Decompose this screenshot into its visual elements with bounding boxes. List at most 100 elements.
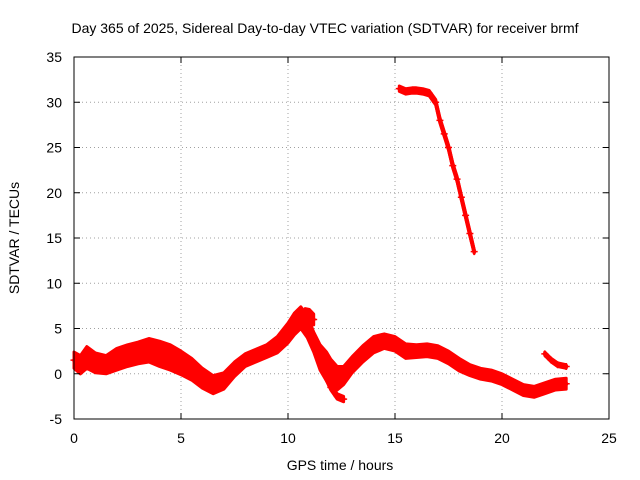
data-point-marker	[423, 346, 431, 354]
data-point-marker	[83, 353, 91, 361]
data-point-marker	[395, 85, 403, 93]
data-point-marker	[462, 211, 470, 219]
data-point-marker	[124, 352, 131, 360]
x-tick-label: 0	[70, 430, 78, 446]
data-point-marker	[425, 89, 433, 97]
data-point-marker	[541, 350, 549, 358]
data-point-marker	[340, 372, 348, 380]
data-point-marker	[434, 348, 442, 356]
data-point-marker	[498, 375, 506, 383]
data-point-marker	[273, 341, 281, 349]
data-point-marker	[552, 381, 559, 389]
data-point-marker	[340, 395, 348, 403]
y-tick-label: -5	[50, 411, 63, 427]
data-point-marker	[102, 361, 110, 369]
data-point-marker	[327, 383, 335, 391]
data-point-marker	[318, 365, 326, 373]
data-point-marker	[303, 323, 311, 331]
data-point-marker	[445, 353, 452, 361]
data-point-marker	[252, 352, 260, 360]
data-point-marker	[359, 350, 367, 358]
data-point-marker	[380, 337, 388, 345]
y-tick-label: 0	[54, 366, 62, 382]
y-tick-label: 5	[54, 321, 62, 337]
data-point-marker	[562, 380, 570, 388]
data-point-marker	[145, 346, 153, 354]
axis-ticks: 0 5 10 15 20 25 -5 0 5 10 15 20 25 30 35	[46, 49, 617, 446]
data-point-marker	[113, 355, 121, 363]
data-point-marker	[231, 365, 238, 373]
data-point-marker	[310, 338, 318, 346]
data-point-marker	[305, 310, 313, 318]
data-point-marker	[466, 229, 474, 237]
data-point-marker	[241, 356, 249, 364]
y-tick-label: 25	[46, 140, 62, 156]
x-axis-label: GPS time / hours	[287, 457, 394, 473]
data-point-marker	[509, 381, 517, 389]
data-point-marker	[455, 361, 463, 369]
chart-title: Day 365 of 2025, Sidereal Day-to-day VTE…	[71, 20, 578, 36]
series-short-segment-22-23h-line	[542, 351, 569, 369]
data-point-marker	[457, 193, 465, 201]
series-main-band-line	[72, 315, 569, 394]
data-point-marker	[290, 320, 298, 328]
data-point-marker	[432, 98, 440, 106]
y-axis-label: SDTVAR / TECUs	[6, 182, 22, 294]
data-point-marker	[134, 349, 142, 357]
data-point-marker	[453, 175, 461, 183]
data-point-marker	[470, 248, 478, 256]
data-point-marker	[370, 341, 378, 349]
data-point-marker	[412, 347, 420, 355]
data-point-marker	[166, 353, 174, 361]
x-tick-label: 20	[494, 430, 510, 446]
data-point-marker	[323, 363, 331, 371]
data-point-marker	[554, 361, 562, 369]
data-point-marker	[547, 356, 555, 364]
data-point-marker	[310, 315, 318, 323]
grid	[74, 57, 609, 419]
y-tick-label: 30	[46, 94, 62, 110]
data-point-marker	[297, 314, 305, 322]
data-point-marker	[436, 116, 444, 124]
data-point-marker	[188, 365, 196, 373]
data-point-marker	[263, 347, 271, 355]
x-tick-label: 10	[280, 430, 296, 446]
data-point-marker	[466, 366, 474, 374]
data-point-marker	[445, 144, 452, 151]
x-tick-label: 25	[601, 430, 617, 446]
data-point-marker	[209, 381, 217, 389]
data-point-marker	[333, 392, 341, 400]
y-tick-label: 15	[46, 230, 62, 246]
data-point-marker	[327, 370, 335, 378]
x-tick-label: 15	[387, 430, 403, 446]
data-point-marker	[156, 350, 164, 358]
data-point-marker	[316, 353, 324, 361]
data-point-marker	[541, 384, 549, 392]
series-dip-12-13h-line	[320, 367, 346, 402]
data-point-marker	[530, 388, 538, 396]
data-point-marker	[449, 162, 457, 170]
data-point-marker	[419, 87, 427, 95]
data-point-marker	[177, 359, 185, 367]
y-tick-label: 10	[46, 275, 62, 291]
data-point-marker	[402, 87, 410, 95]
y-tick-label: 20	[46, 185, 62, 201]
data-layer	[70, 84, 570, 404]
data-point-marker	[333, 374, 341, 382]
data-point-marker	[440, 130, 448, 138]
y-tick-label: 35	[46, 49, 62, 65]
data-point-marker	[91, 359, 99, 367]
data-point-marker	[487, 372, 495, 380]
data-point-marker	[284, 329, 292, 337]
series-high-arc-line	[397, 86, 477, 254]
data-point-marker	[301, 308, 309, 316]
data-point-marker	[412, 86, 420, 94]
data-point-marker	[562, 363, 570, 371]
data-point-marker	[402, 347, 410, 355]
data-point-marker	[391, 340, 399, 348]
x-tick-label: 5	[177, 430, 185, 446]
data-point-marker	[220, 377, 228, 385]
data-point-marker	[76, 361, 84, 369]
data-point-marker	[198, 374, 206, 382]
